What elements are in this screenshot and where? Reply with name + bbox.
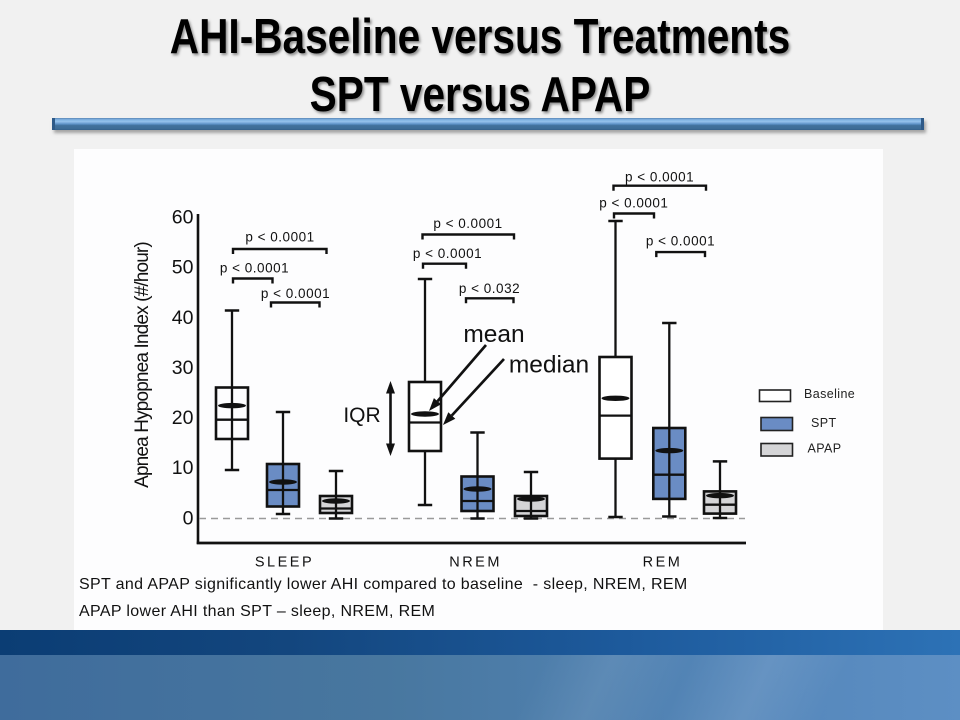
svg-text:p < 0.032: p < 0.032 — [459, 281, 520, 296]
svg-text:Apnea Hypopnea Index (#/hour): Apnea Hypopnea Index (#/hour) — [132, 242, 153, 488]
svg-text:0: 0 — [183, 507, 194, 529]
svg-text:IQR: IQR — [343, 404, 380, 427]
svg-text:p < 0.0001: p < 0.0001 — [413, 246, 482, 261]
svg-text:60: 60 — [172, 207, 194, 229]
svg-text:Baseline: Baseline — [804, 387, 855, 401]
svg-text:REM: REM — [643, 555, 683, 571]
svg-text:p < 0.0001: p < 0.0001 — [261, 286, 330, 301]
svg-text:SPT: SPT — [811, 416, 837, 430]
svg-text:SLEEP: SLEEP — [255, 555, 314, 571]
svg-text:p < 0.0001: p < 0.0001 — [245, 230, 314, 245]
svg-text:20: 20 — [172, 407, 194, 429]
svg-text:APAP: APAP — [808, 442, 842, 456]
svg-text:median: median — [509, 352, 589, 379]
svg-text:p < 0.0001: p < 0.0001 — [599, 196, 668, 211]
svg-text:p < 0.0001: p < 0.0001 — [625, 169, 694, 184]
svg-text:NREM: NREM — [449, 555, 502, 571]
svg-text:40: 40 — [172, 307, 194, 329]
svg-text:p < 0.0001: p < 0.0001 — [433, 216, 502, 231]
svg-text:30: 30 — [172, 357, 194, 379]
svg-text:p < 0.0001: p < 0.0001 — [220, 261, 289, 276]
svg-text:p < 0.0001: p < 0.0001 — [646, 234, 715, 249]
svg-text:mean: mean — [463, 321, 524, 348]
svg-text:50: 50 — [172, 257, 194, 279]
svg-text:10: 10 — [172, 457, 194, 479]
